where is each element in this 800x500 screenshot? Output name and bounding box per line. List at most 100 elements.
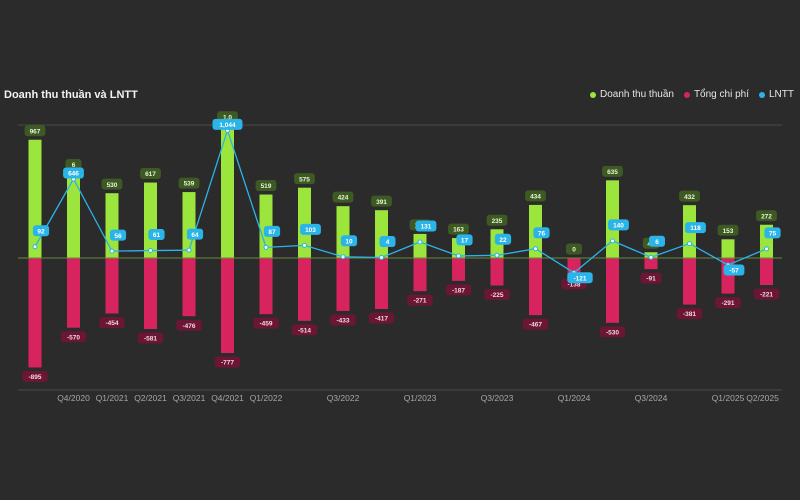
x-tick-label: Q1/2023 bbox=[404, 393, 437, 403]
x-tick-label: Q1/2021 bbox=[96, 393, 129, 403]
chart-title: Doanh thu thuần và LNTT bbox=[4, 89, 138, 101]
x-tick-label: Q4/2020 bbox=[57, 393, 90, 403]
label-revenue-bg bbox=[602, 165, 623, 177]
label-revenue: 163 bbox=[453, 227, 464, 234]
label-revenue: 967 bbox=[30, 128, 41, 135]
label-revenue-bg bbox=[332, 191, 354, 203]
label-cost-bg bbox=[715, 297, 741, 309]
legend-item-revenue[interactable]: Doanh thu thuần bbox=[590, 89, 674, 100]
label-lntt: 6 bbox=[655, 239, 659, 246]
legend-dot-lntt bbox=[759, 91, 765, 98]
label-cost: -138 bbox=[567, 281, 580, 288]
lntt-point bbox=[494, 252, 500, 258]
lntt-point bbox=[186, 247, 192, 253]
label-cost-bg bbox=[60, 331, 87, 343]
x-tick-label: Q2/2021 bbox=[134, 393, 167, 403]
bar-cost bbox=[529, 258, 542, 316]
x-tick-label: Q1/2024 bbox=[558, 393, 591, 403]
bar-cost bbox=[336, 258, 350, 311]
label-cost: -530 bbox=[606, 329, 619, 336]
bar-cost bbox=[413, 258, 427, 292]
label-revenue: 424 bbox=[338, 195, 349, 202]
label-lntt: 56 bbox=[114, 233, 122, 240]
legend-dot-revenue bbox=[590, 91, 596, 98]
label-lntt: 118 bbox=[690, 225, 701, 232]
bar-revenue bbox=[413, 233, 427, 258]
label-revenue: 617 bbox=[145, 171, 156, 178]
label-lntt: 75 bbox=[769, 230, 777, 237]
label-cost: -454 bbox=[105, 320, 118, 327]
label-lntt-bg bbox=[109, 229, 127, 241]
label-revenue-bg bbox=[65, 158, 82, 170]
label-revenue-bg bbox=[756, 210, 777, 222]
legend-label-cost: Tổng chi phí bbox=[693, 89, 749, 100]
label-cost-bg bbox=[484, 289, 510, 301]
bar-cost bbox=[683, 258, 696, 305]
bar-cost bbox=[144, 258, 157, 330]
lntt-point bbox=[417, 239, 423, 245]
bar-cost bbox=[105, 258, 119, 314]
label-revenue: 530 bbox=[107, 182, 118, 189]
label-lntt: -121 bbox=[573, 275, 586, 282]
label-lntt: -57 bbox=[729, 268, 739, 275]
label-cost: -777 bbox=[221, 360, 234, 367]
label-lntt: 17 bbox=[461, 238, 469, 245]
bar-cost bbox=[182, 258, 196, 317]
label-lntt: 646 bbox=[68, 171, 79, 178]
label-cost: -581 bbox=[144, 336, 157, 343]
label-revenue-bg bbox=[294, 173, 315, 185]
label-lntt-bg bbox=[567, 272, 593, 284]
label-cost-bg bbox=[137, 332, 164, 344]
legend-label-revenue: Doanh thu thuần bbox=[600, 89, 674, 100]
bar-revenue bbox=[28, 139, 42, 258]
lntt-line bbox=[34, 128, 767, 274]
label-cost-bg bbox=[522, 318, 549, 330]
lntt-point bbox=[764, 246, 769, 252]
label-lntt-bg bbox=[379, 236, 396, 248]
label-cost-bg bbox=[676, 308, 703, 320]
label-cost-bg bbox=[253, 317, 279, 329]
label-lntt: 103 bbox=[305, 227, 316, 234]
label-revenue: 391 bbox=[376, 199, 387, 206]
legend-item-lntt[interactable]: LNTT bbox=[759, 89, 794, 100]
label-cost-bg bbox=[176, 319, 202, 331]
label-lntt: 22 bbox=[499, 237, 507, 244]
label-lntt: 4 bbox=[386, 239, 390, 246]
label-revenue-bg bbox=[566, 243, 582, 255]
label-lntt-bg bbox=[456, 234, 473, 246]
label-lntt-bg bbox=[340, 235, 358, 247]
label-revenue-bg bbox=[178, 177, 200, 189]
lntt-point bbox=[687, 241, 692, 247]
label-revenue: 434 bbox=[530, 194, 541, 201]
bar-cost bbox=[606, 258, 619, 323]
label-lntt: 131 bbox=[421, 224, 432, 231]
x-tick-label: Q1/2022 bbox=[250, 393, 283, 403]
label-revenue: 0 bbox=[572, 247, 576, 254]
bar-cost bbox=[644, 258, 658, 270]
label-lntt: 76 bbox=[538, 230, 546, 237]
bar-revenue bbox=[375, 210, 388, 258]
label-revenue-bg bbox=[525, 190, 546, 202]
lntt-point bbox=[456, 253, 461, 259]
lntt-point bbox=[340, 254, 346, 260]
label-revenue: 539 bbox=[184, 181, 195, 188]
label-cost-bg bbox=[22, 370, 48, 382]
label-revenue: 575 bbox=[299, 176, 310, 183]
label-revenue-bg bbox=[24, 125, 46, 137]
x-tick-label: Q4/2021 bbox=[211, 393, 244, 403]
label-revenue: 1,0 bbox=[223, 114, 232, 121]
label-cost: -381 bbox=[683, 311, 696, 318]
label-lntt: 64 bbox=[191, 232, 199, 239]
label-lntt-bg bbox=[300, 223, 321, 235]
legend-item-cost[interactable]: Tổng chi phí bbox=[683, 89, 749, 100]
label-cost: -895 bbox=[28, 374, 41, 381]
label-lntt-bg bbox=[764, 227, 781, 239]
label-cost-bg bbox=[753, 288, 780, 300]
label-lntt-bg bbox=[494, 233, 512, 245]
lntt-point bbox=[648, 254, 654, 260]
bar-cost bbox=[259, 258, 273, 315]
label-lntt-bg bbox=[723, 264, 745, 276]
label-lntt-bg bbox=[608, 219, 629, 231]
bar-revenue bbox=[67, 173, 80, 258]
label-cost-bg bbox=[99, 317, 125, 329]
